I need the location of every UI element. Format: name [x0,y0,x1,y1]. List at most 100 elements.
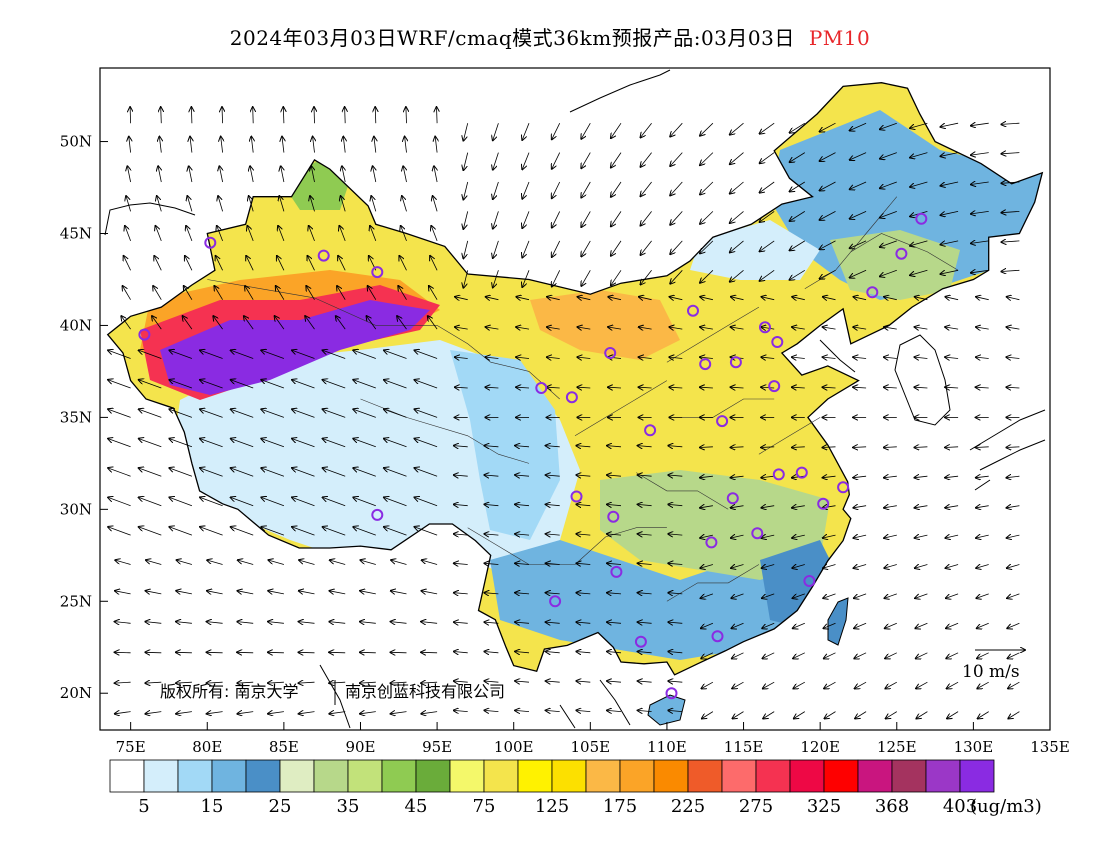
wind-arrow [485,387,499,388]
wind-arrow [945,535,959,538]
wind-arrow [238,591,254,594]
wind-arrow [384,527,407,536]
city-marker [795,466,808,479]
wind-arrow [403,166,406,183]
wind-arrow [546,534,560,535]
wind-arrow [792,565,805,569]
wind-arrow [360,560,376,565]
wind-arrow [552,152,561,169]
colorbar-label: 35 [337,796,360,817]
wind-arrow [855,711,867,719]
wind-arrow [941,152,959,157]
city-marker [768,380,781,393]
wind-arrow [253,107,254,124]
wind-arrow [454,563,468,564]
wind-arrow [611,240,622,256]
wind-arrow [261,468,285,477]
wind-arrow [484,446,499,447]
province-line [574,380,668,437]
colorbar-label: 75 [473,796,496,817]
wind-arrow [581,181,591,198]
wind-arrow [761,327,775,329]
colorbar-swatch [687,759,723,793]
wind-arrow [946,622,959,628]
wind-arrow [885,652,897,659]
wind-arrow [121,316,131,330]
wind-arrow [430,256,438,271]
wind-arrow [731,297,744,300]
wind-arrow [1008,652,1020,659]
wind-arrow [217,226,223,242]
wind-arrow [231,380,254,389]
wind-arrow [638,622,652,623]
wind-arrow [1007,506,1020,508]
colorbar-swatch [143,759,179,793]
wind-arrow [824,681,836,688]
wind-arrow [762,565,775,569]
wind-arrow [670,211,683,224]
wind-arrow [421,712,438,714]
wind-arrow [1001,182,1020,183]
latitude-axis: 20N 25N 30N 35N 40N 45N 50N [60,133,108,702]
colorbar-unit: (ug/m3) [970,796,1042,817]
wind-arrow [353,497,376,507]
wind-arrow [850,122,867,130]
wind-arrow [415,439,438,448]
copyright-text2: 南京创蓝科技有限公司 [345,682,505,701]
wind-arrow [353,439,376,448]
wind-arrow [124,256,131,271]
colorbar-swatch [653,759,689,793]
wind-arrow [360,682,376,683]
wind-arrow [222,107,223,124]
wind-arrow [730,211,744,223]
colorbar-swatch [109,759,145,793]
wind-arrow [515,446,530,447]
city-marker [772,468,785,481]
wind-arrow [515,593,530,594]
wind-arrow [299,622,315,624]
coast-hainan [647,694,686,726]
wind-arrow [916,652,928,659]
wind-arrow [731,476,744,478]
wind-arrow [790,152,806,163]
wind-arrow [976,565,989,569]
wind-arrow [702,711,714,719]
colorbar-label: 368 [875,796,909,817]
wind-arrow [176,652,192,653]
wind-arrow [546,652,560,653]
wind-arrow [323,439,346,448]
wind-arrow [976,506,989,508]
city-marker [915,212,928,225]
copyright-text: 版权所有: 南京大学 [160,682,298,701]
wind-arrow [299,682,315,683]
wind-arrow [401,226,407,242]
wind-arrow [823,535,836,538]
wind-arrow [820,240,836,249]
wind-arrow [486,327,499,329]
wind-arrow [823,447,836,448]
wind-arrow [169,468,193,477]
wind-arrow [945,476,959,478]
wind-arrow [577,387,591,388]
wind-arrow [484,534,499,535]
lon-tick-label: 135E [1030,738,1070,756]
wind-arrow [345,107,346,124]
wind-arrow [824,652,836,659]
field-south-green [600,470,830,580]
wind-arrow [152,316,162,330]
city-marker [837,481,850,494]
colorbar-swatch [517,759,553,793]
wind-arrow [126,196,131,212]
wind-arrow [885,622,897,628]
colorbar-label: 175 [603,796,637,817]
wind-arrow [552,181,561,198]
wind-arrow [219,166,222,183]
wind-arrow [854,297,867,300]
wind-arrow [200,527,223,536]
lat-tick-label: 30N [60,500,92,518]
city-marker [687,304,699,317]
wind-arrow [515,622,530,623]
wind-arrow [945,387,959,388]
wind-arrow [323,497,346,507]
